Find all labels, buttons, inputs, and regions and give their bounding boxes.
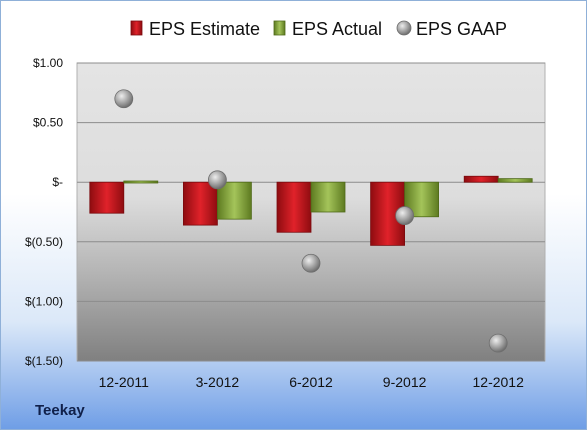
bar-eps-actual [497,178,533,183]
company-name: Teekay [35,402,85,419]
y-tick-label: $1.00 [33,56,63,70]
legend-label: EPS GAAP [416,19,507,39]
bar-eps-estimate [463,175,499,183]
bar-eps-actual [310,181,346,213]
marker-eps-gaap [488,333,508,353]
legend-swatch [130,20,143,36]
y-tick-label: $0.50 [33,116,63,130]
bar-eps-actual [216,181,252,220]
axis-labels: $1.00 $0.50 $- $(0.50) $(1.00) $(1.50) 12-2011… [25,56,524,390]
bar-eps-estimate [182,181,218,226]
legend: EPS Estimate EPS Actual EPS GAAP [130,19,507,39]
x-tick-label: 9-2012 [383,374,427,390]
marker-eps-gaap [301,253,321,273]
marker-eps-gaap [114,89,134,109]
x-tick-label: 6-2012 [289,374,333,390]
gaap-markers [114,89,508,353]
legend-label: EPS Actual [292,19,382,39]
legend-swatch [396,20,412,36]
bar-eps-estimate [276,181,312,233]
legend-label: EPS Estimate [149,19,260,39]
bar-eps-estimate [89,181,125,214]
x-tick-label: 12-2011 [99,374,150,390]
x-tick-label: 3-2012 [196,374,240,390]
marker-eps-gaap [207,170,227,190]
legend-swatch [273,20,286,36]
x-tick-label: 12-2012 [473,374,525,390]
y-tick-label: $(1.50) [25,354,63,368]
y-tick-label: $(1.00) [25,294,63,308]
y-tick-label: $(0.50) [25,235,63,249]
bar-eps-actual [123,180,159,184]
bars [89,175,533,246]
marker-eps-gaap [395,206,415,225]
y-tick-label: $- [52,175,63,189]
